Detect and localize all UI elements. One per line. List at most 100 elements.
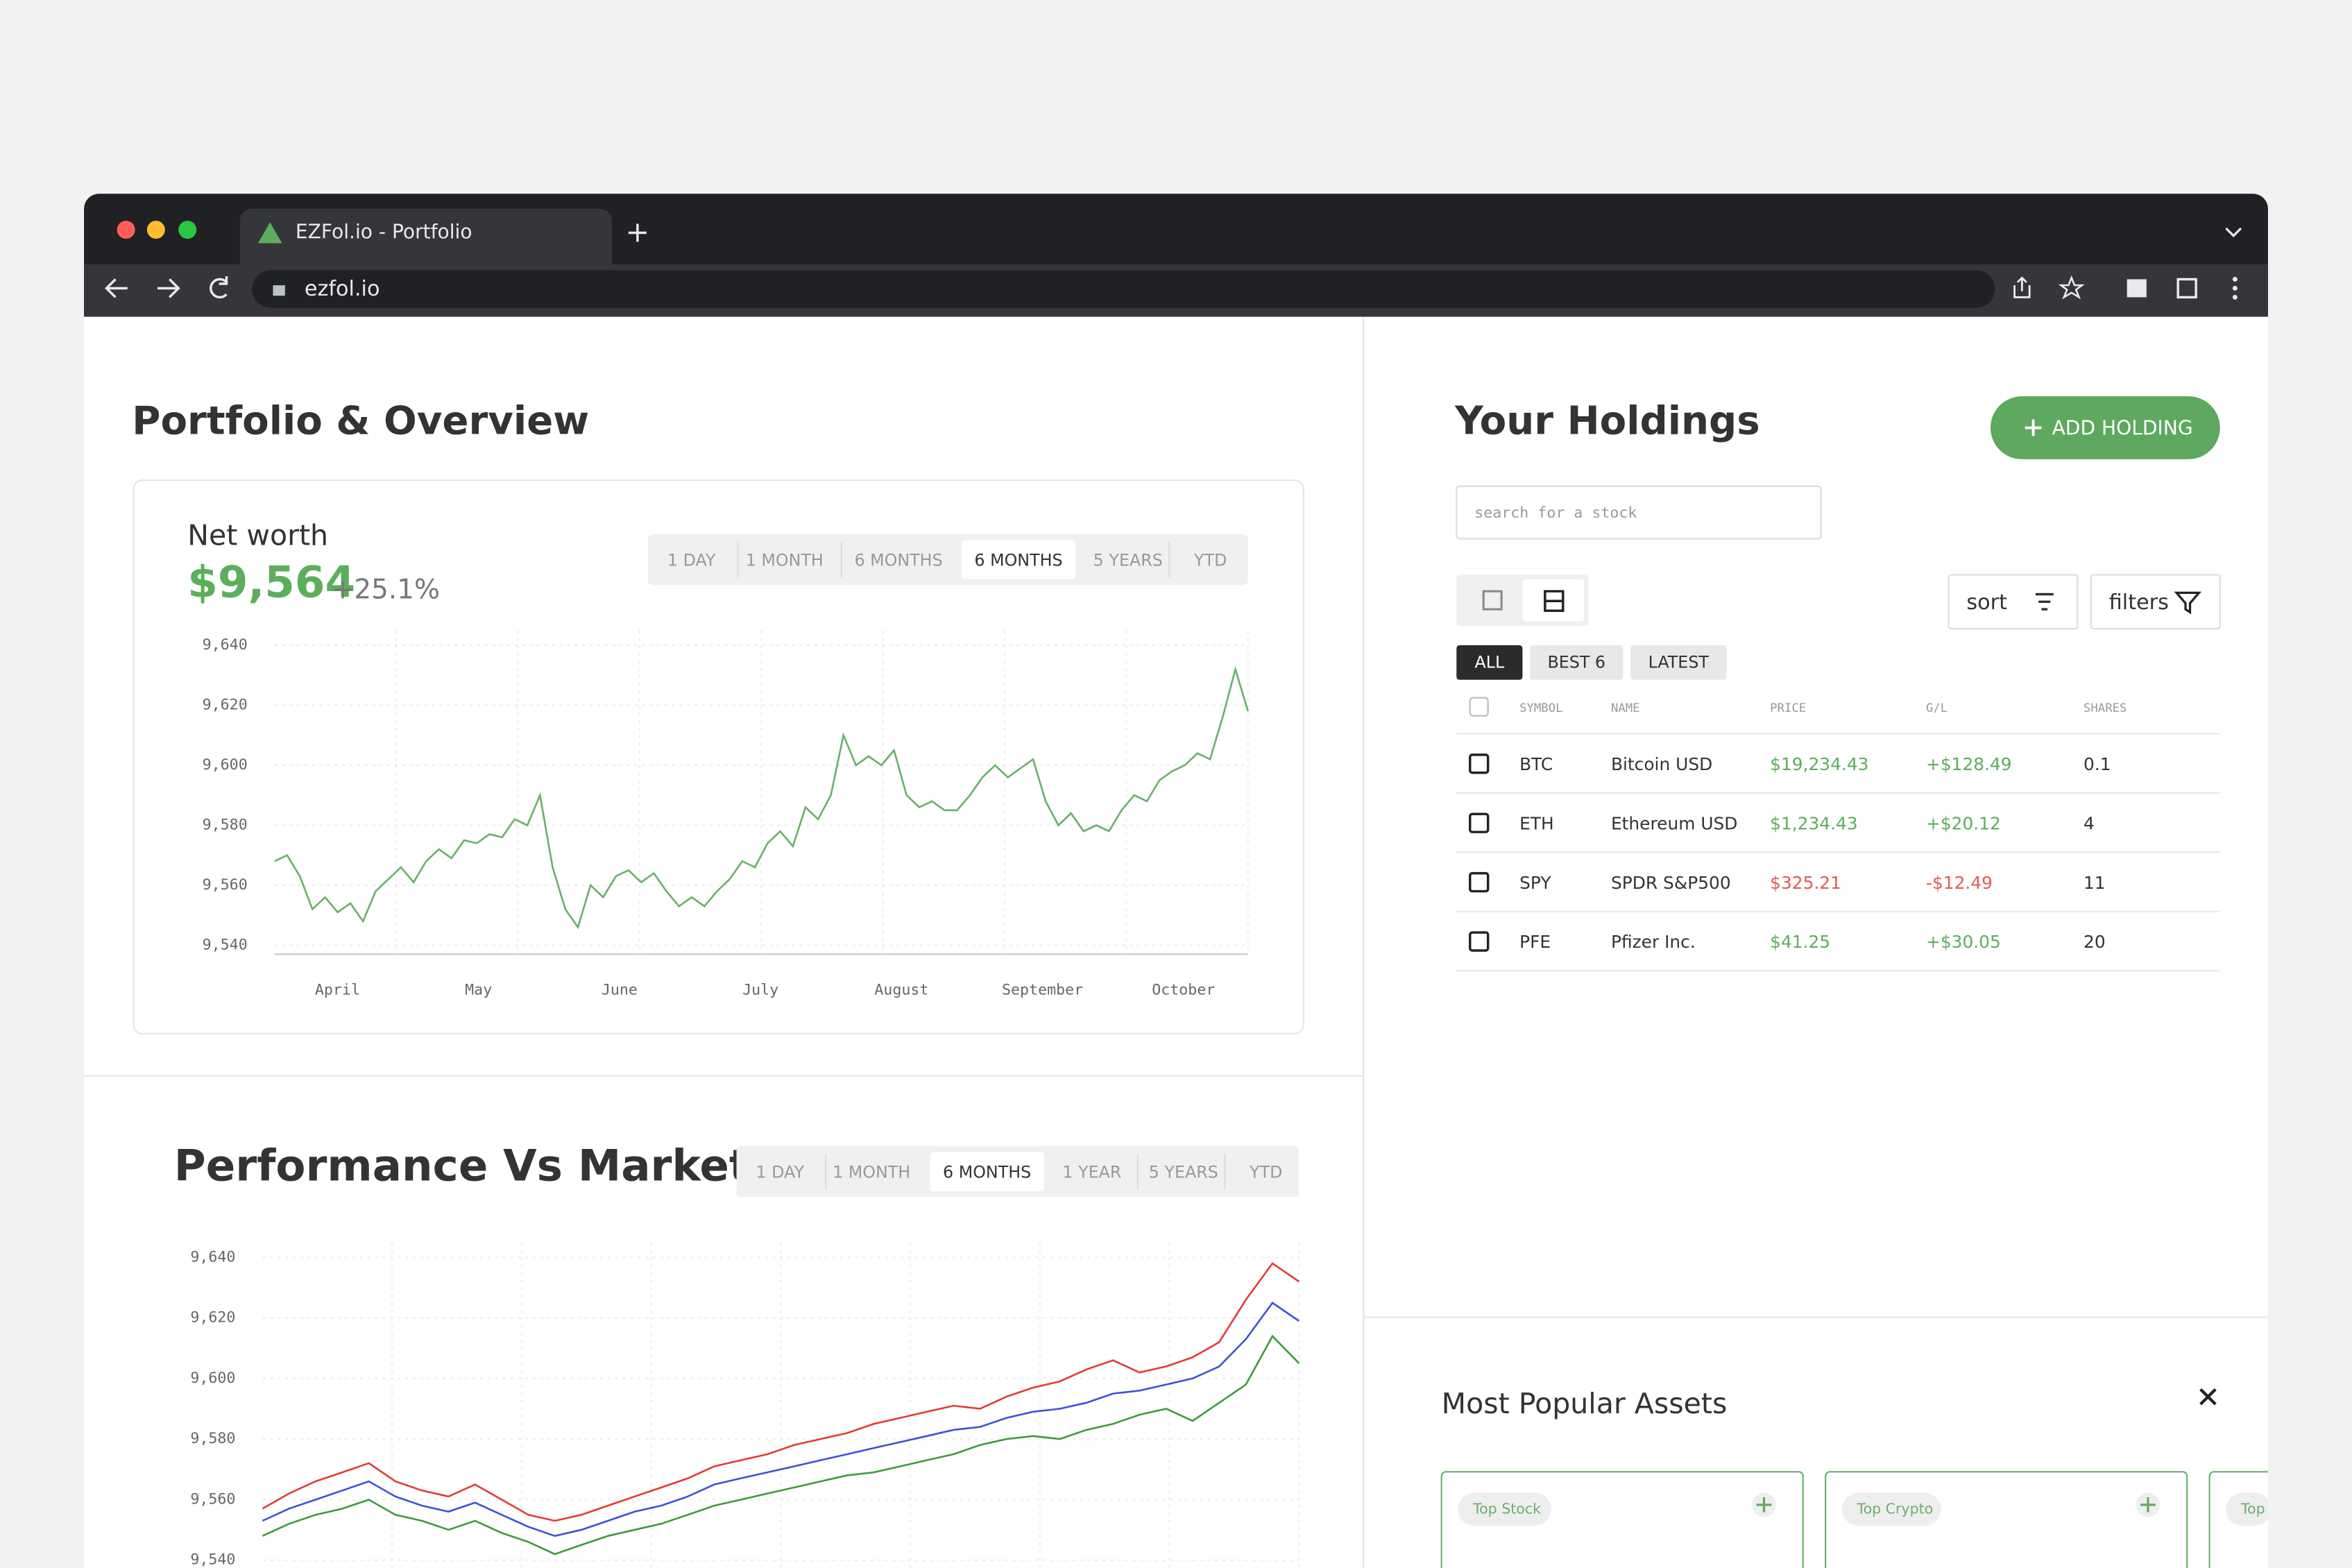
min-dot[interactable] — [146, 221, 165, 239]
row-checkbox[interactable] — [1469, 812, 1490, 833]
add-holding-label: ADD HOLDING — [2052, 417, 2193, 440]
sort-button[interactable] — [1948, 574, 2079, 630]
cell: BTC — [1519, 754, 1553, 774]
data-line — [262, 1334, 1300, 1556]
header-checkbox[interactable] — [1469, 697, 1489, 717]
tab-title: EZFol.io - Portfolio — [296, 220, 472, 243]
y-tick-label: 9,560 — [190, 1490, 235, 1508]
x-tick-label: May — [465, 981, 492, 998]
card-tag — [1458, 1492, 1551, 1526]
y-tick-label: 9,600 — [203, 756, 248, 774]
range-option[interactable]: 1 YEAR — [1062, 1163, 1121, 1182]
tab-bg[interactable] — [1456, 645, 1523, 680]
favicon — [257, 222, 282, 244]
range-active — [930, 1152, 1044, 1191]
x-tick-label: April — [315, 981, 360, 998]
range-option[interactable]: 1 DAY — [756, 1163, 804, 1182]
card-tag-label: Top — [2240, 1500, 2265, 1517]
range-option[interactable]: 6 MONTHS — [974, 550, 1062, 570]
bookmark[interactable] — [2058, 275, 2085, 300]
column-header: SHARES — [2083, 701, 2127, 715]
section-title: Most Popular Assets — [1442, 1387, 1728, 1420]
x-tick-label: August — [874, 981, 928, 998]
share[interactable] — [2013, 276, 2031, 298]
data-line — [262, 1262, 1300, 1522]
y-tick-label: 9,540 — [190, 1551, 235, 1568]
cell: SPY — [1519, 873, 1551, 893]
x-tick-label: September — [1002, 981, 1083, 998]
reload[interactable] — [210, 276, 228, 299]
back[interactable] — [105, 278, 128, 298]
data-line — [262, 1302, 1300, 1537]
tab-bg[interactable] — [1530, 645, 1624, 680]
y-tick-label: 9,640 — [203, 636, 248, 654]
row-checkbox[interactable] — [1469, 871, 1490, 893]
new-tab[interactable] — [628, 223, 647, 242]
range-option[interactable]: 1 MONTH — [833, 1163, 910, 1182]
range-option[interactable]: 1 MONTH — [746, 550, 824, 570]
add-holding-button[interactable] — [1990, 396, 2220, 459]
filter-icon — [2174, 591, 2202, 615]
search-input[interactable] — [1456, 485, 1822, 540]
net-worth-change: +25.1% — [332, 574, 440, 606]
address-bar[interactable] — [252, 270, 1995, 308]
max-dot[interactable] — [178, 221, 197, 239]
y-tick-label: 9,620 — [203, 696, 248, 713]
chart-card — [133, 479, 1304, 1035]
range-active — [961, 540, 1076, 579]
window-edge — [2267, 316, 2352, 1568]
grid-view[interactable] — [1482, 590, 1503, 611]
cell: 20 — [2083, 932, 2106, 952]
y-tick-label: 9,580 — [190, 1430, 235, 1447]
card-tag — [1841, 1492, 1941, 1526]
data-line — [274, 665, 1250, 930]
list-view[interactable] — [1544, 590, 1565, 613]
tab-label: LATEST — [1648, 652, 1710, 672]
extensions[interactable] — [2127, 279, 2147, 298]
row-checkbox[interactable] — [1469, 753, 1490, 774]
menu[interactable] — [2232, 277, 2238, 300]
section-title: Performance Vs Market — [174, 1141, 750, 1191]
cell: Bitcoin USD — [1611, 754, 1712, 774]
range-option[interactable]: 1 DAY — [667, 550, 716, 570]
section-title: Your Holdings — [1454, 399, 1760, 444]
cell: $41.25 — [1770, 932, 1830, 952]
filters-button[interactable] — [2090, 574, 2221, 630]
tab-bg[interactable] — [1630, 645, 1727, 680]
cell: ETH — [1519, 813, 1554, 833]
x-tick-label: October — [1152, 981, 1215, 998]
range-option[interactable]: 5 YEARS — [1149, 1163, 1218, 1182]
cell: +$128.49 — [1926, 754, 2012, 774]
range-option[interactable]: 6 MONTHS — [943, 1163, 1031, 1182]
x-tick-label: June — [602, 981, 638, 998]
range-option[interactable]: 5 YEARS — [1093, 550, 1163, 570]
close-popular[interactable] — [2199, 1388, 2217, 1406]
tab-label: BEST 6 — [1547, 652, 1605, 672]
range-option[interactable]: 6 MONTHS — [854, 550, 942, 570]
tab-menu[interactable] — [2225, 227, 2242, 238]
card-add-plus — [2140, 1497, 2156, 1512]
cell: Ethereum USD — [1611, 813, 1737, 833]
range-option[interactable]: YTD — [1249, 1163, 1282, 1182]
cell: +$20.12 — [1926, 813, 2001, 833]
cell: $19,234.43 — [1770, 754, 1868, 774]
card-add-plus — [1756, 1497, 1772, 1512]
side-panel[interactable] — [2176, 278, 2197, 299]
forward[interactable] — [157, 278, 180, 298]
plus-icon — [2025, 419, 2042, 436]
y-tick-label: 9,600 — [190, 1370, 235, 1387]
filters-label: filters — [2109, 590, 2169, 615]
cell: -$12.49 — [1926, 873, 1993, 893]
column-header: SYMBOL — [1519, 701, 1562, 715]
cell: +$30.05 — [1926, 932, 2001, 952]
close-dot[interactable] — [117, 221, 135, 239]
tab[interactable] — [239, 208, 613, 264]
column-header: NAME — [1611, 701, 1640, 715]
y-tick-label: 9,560 — [203, 876, 248, 894]
range-option[interactable]: YTD — [1193, 550, 1227, 570]
row-checkbox[interactable] — [1469, 931, 1490, 952]
section-title: Portfolio & Overview — [132, 399, 589, 444]
cell: 0.1 — [2083, 754, 2111, 774]
